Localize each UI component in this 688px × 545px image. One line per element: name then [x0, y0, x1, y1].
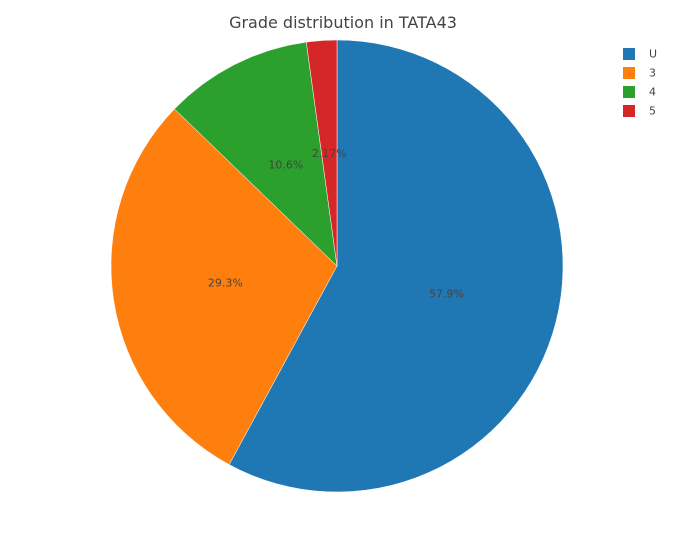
slice-label-u: 57.9% [429, 287, 464, 300]
legend: U 3 4 5 [623, 48, 657, 118]
pie-slice-4 [174, 41, 338, 267]
slice-label-3: 29.3% [208, 277, 243, 290]
legend-item-4[interactable]: 4 [623, 86, 656, 99]
pie-slice-5 [305, 39, 338, 267]
chart-title: Grade distribution in TATA43 [229, 13, 457, 32]
slice-label-4: 10.6% [268, 159, 303, 172]
legend-label-5: 5 [649, 105, 656, 118]
slice-label-5: 2.17% [312, 147, 347, 160]
legend-item-u[interactable]: U [623, 48, 657, 61]
legend-swatch-5 [623, 105, 635, 117]
pie-slices [110, 39, 564, 493]
legend-label-u: U [649, 48, 657, 61]
pie-slice-3 [110, 108, 338, 465]
legend-label-4: 4 [649, 86, 656, 99]
pie-slice-u [228, 39, 564, 493]
legend-swatch-u [623, 48, 635, 60]
legend-label-3: 3 [649, 67, 656, 80]
legend-swatch-3 [623, 67, 635, 79]
legend-item-5[interactable]: 5 [623, 105, 656, 118]
legend-item-3[interactable]: 3 [623, 67, 656, 80]
legend-swatch-4 [623, 86, 635, 98]
pie-slice-labels: 57.9% 29.3% 10.6% 2.17% [208, 147, 464, 301]
